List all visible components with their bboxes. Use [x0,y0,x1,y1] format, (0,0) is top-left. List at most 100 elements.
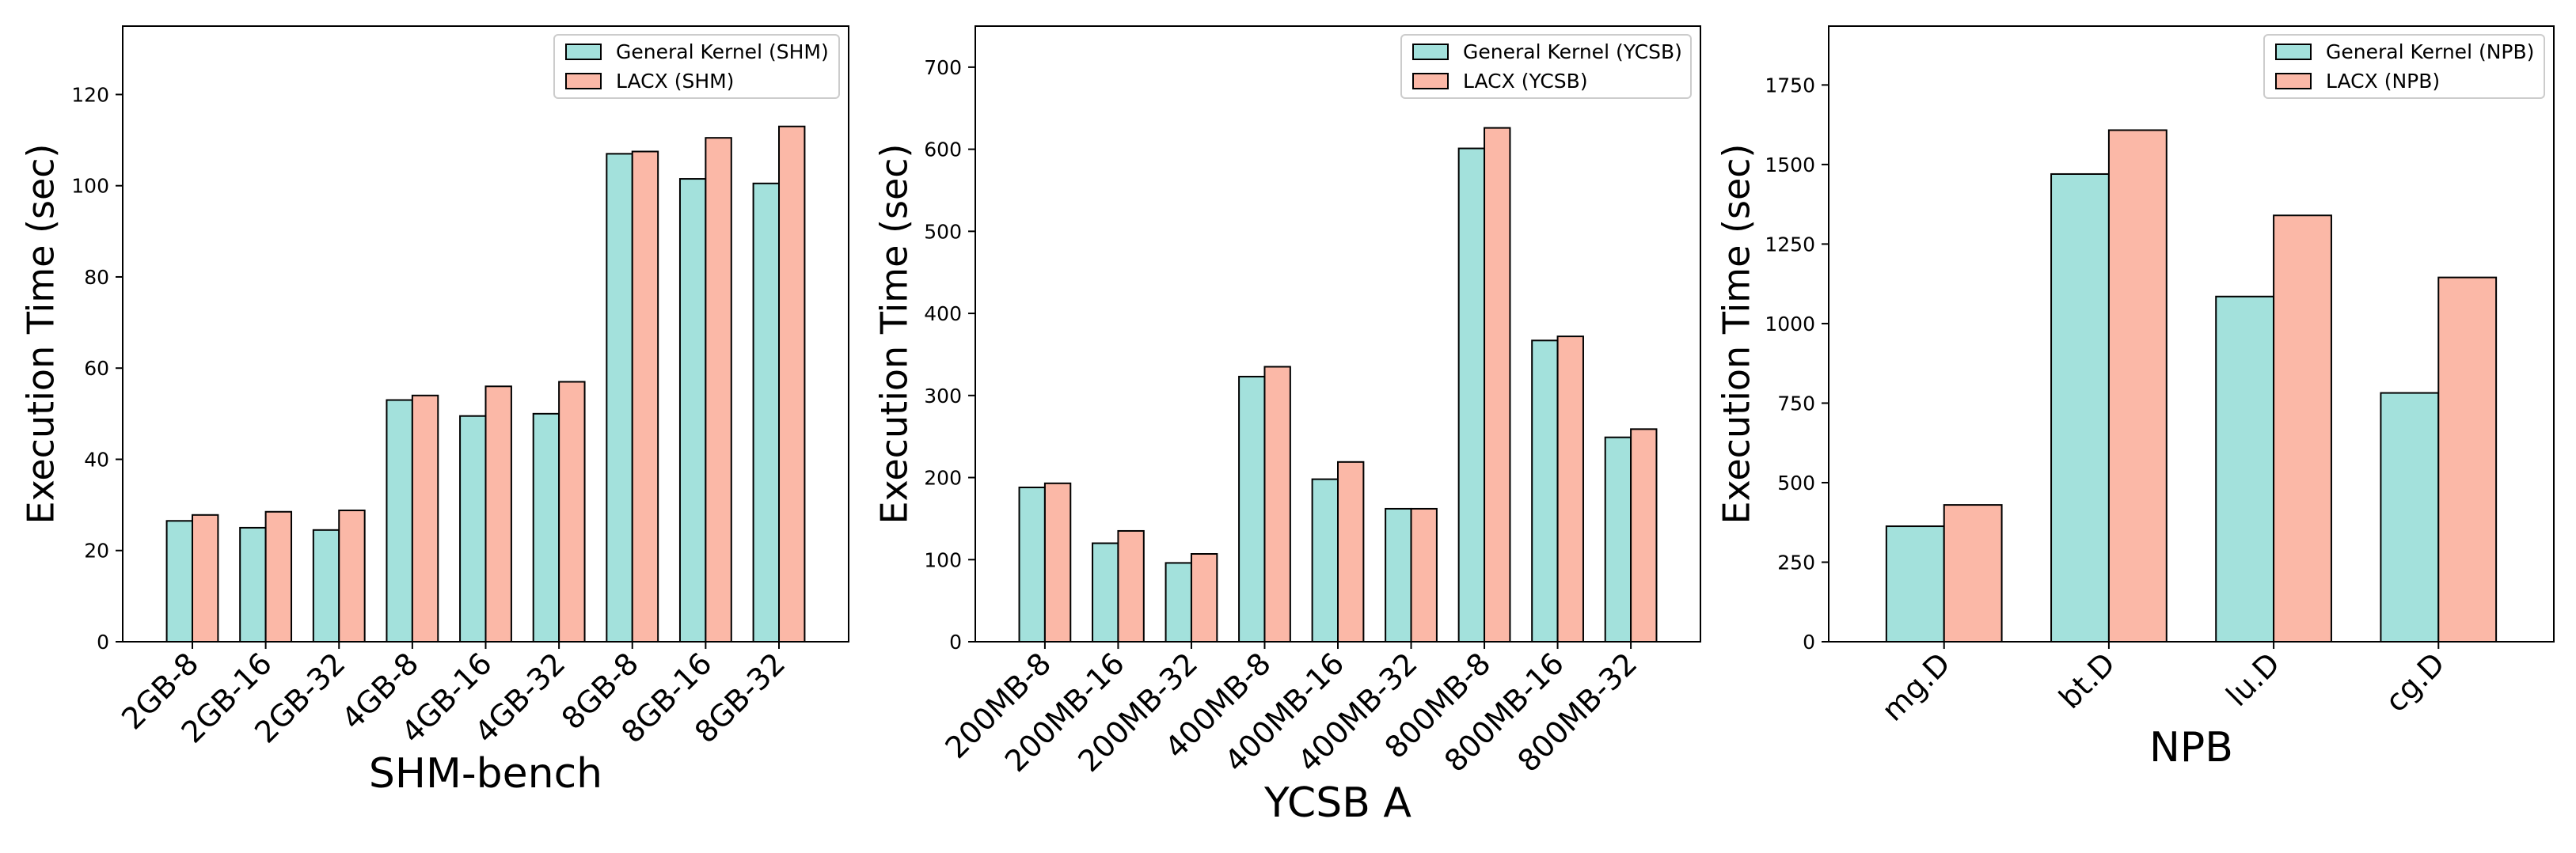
bar-lacx-200MB-8 [1043,482,1072,643]
x-tick-label: cg.D [2378,646,2451,718]
y-axis-label: Execution Time (sec) [1715,143,1758,524]
chart-panel-1: 0204060801001202GB-82GB-162GB-324GB-84GB… [20,25,849,798]
bar-general-8GB-8 [606,153,633,643]
bar-lacx-400MB-16 [1337,461,1365,643]
legend-label: General Kernel (SHM) [616,40,829,63]
bar-general-200MB-16 [1092,542,1119,643]
legend: General Kernel (YCSB) LACX (YCSB) [1400,34,1692,99]
bar-lacx-4GB-8 [411,394,439,643]
bar-lacx-800MB-32 [1630,428,1658,643]
bar-general-mg.D [1885,525,1945,643]
bar-lacx-2GB-16 [264,510,293,643]
bar-general-2GB-32 [312,529,340,643]
legend-box [2263,34,2545,99]
y-tick-label: 250 [1777,551,1815,574]
bar-general-4GB-16 [459,415,487,643]
bar-general-800MB-16 [1531,339,1559,643]
y-axis-label: Execution Time (sec) [873,143,916,524]
legend-swatch-lacx [1412,73,1449,89]
x-axis-label: YCSB A [1263,779,1411,827]
bar-lacx-4GB-32 [558,381,586,643]
x-tick-label: mg.D [1875,646,1958,728]
legend-swatch-lacx [2275,73,2312,89]
bar-general-400MB-8 [1238,375,1266,643]
y-tick-label: 700 [924,56,962,79]
bar-lacx-200MB-32 [1190,553,1218,643]
y-tick-label: 100 [924,548,962,571]
y-tick-label: 120 [71,83,109,106]
legend-label: General Kernel (YCSB) [1463,40,1682,63]
chart-panel-2: 0100200300400500600700200MB-8200MB-16200… [873,25,1701,827]
legend-swatch-lacx [565,73,602,89]
bar-lacx-bt.D [2107,129,2168,643]
y-tick-label: 200 [924,467,962,490]
y-tick-label: 0 [1803,631,1815,654]
y-axis-label: Execution Time (sec) [20,143,63,524]
y-tick-label: 1000 [1765,313,1815,336]
bar-general-lu.D [2215,295,2275,643]
bar-lacx-4GB-16 [484,385,512,643]
bar-general-4GB-8 [386,399,413,643]
bar-lacx-mg.D [1943,504,2003,643]
x-tick-label: bt.D [2052,646,2122,715]
y-tick-label: 0 [97,631,109,654]
legend-label: LACX (NPB) [2326,70,2440,93]
bar-lacx-200MB-16 [1117,529,1145,643]
bar-general-8GB-32 [752,182,781,643]
bar-general-400MB-16 [1311,478,1339,643]
bar-general-4GB-32 [532,412,560,643]
bar-general-200MB-32 [1165,562,1192,643]
y-tick-label: 60 [84,357,109,380]
bar-general-800MB-32 [1604,436,1632,643]
bar-lacx-800MB-16 [1556,336,1584,643]
legend-swatch-general [2275,44,2312,60]
y-tick-label: 1250 [1765,233,1815,256]
legend-box [1400,34,1692,99]
legend-box [553,34,840,99]
y-tick-label: 500 [1777,472,1815,495]
legend: General Kernel (NPB) LACX (NPB) [2263,34,2545,99]
y-tick-label: 100 [71,175,109,198]
bar-lacx-cg.D [2437,276,2498,643]
bar-general-2GB-16 [239,526,267,643]
chart-panel-3: 0 250 500 750 1000 1250 1500 1750 mg.D bt.D lu.D cg… [1715,25,2555,771]
bar-lacx-8GB-16 [705,137,732,643]
x-axis-label: SHM-bench [369,750,602,798]
y-tick-label: 750 [1777,392,1815,415]
bar-general-2GB-8 [165,520,193,643]
x-tick-label: lu.D [2220,646,2287,713]
bar-lacx-2GB-32 [338,510,366,643]
y-tick-label: 1750 [1765,74,1815,97]
y-tick-label: 500 [924,220,962,243]
y-tick-label: 400 [924,302,962,325]
bar-lacx-2GB-8 [191,514,219,643]
bar-general-200MB-8 [1018,486,1046,643]
bar-general-cg.D [2380,392,2440,643]
y-tick-label: 40 [84,448,109,471]
legend: General Kernel (SHM) LACX (SHM) [553,34,840,99]
bar-lacx-400MB-8 [1263,366,1291,643]
y-tick-label: 80 [84,266,109,289]
x-axis-label: NPB [2149,724,2233,771]
bar-lacx-8GB-8 [631,150,659,643]
y-tick-label: 1500 [1765,154,1815,176]
legend-swatch-general [1412,44,1449,60]
y-tick-label: 20 [84,540,109,563]
bar-lacx-lu.D [2273,214,2332,643]
legend-label: LACX (YCSB) [1463,70,1588,93]
bar-general-8GB-16 [678,178,707,643]
bar-lacx-400MB-32 [1410,507,1438,643]
legend-label: General Kernel (NPB) [2326,40,2534,63]
legend-label: LACX (SHM) [616,70,734,93]
bar-general-bt.D [2050,172,2110,643]
bar-lacx-800MB-8 [1484,127,1511,643]
bar-lacx-8GB-32 [778,125,806,643]
y-tick-label: 300 [924,385,962,408]
legend-swatch-general [565,44,602,60]
bar-general-400MB-32 [1385,507,1412,643]
plot-frame [1828,25,2555,643]
y-tick-label: 600 [924,138,962,161]
y-tick-label: 0 [949,631,962,654]
bar-general-800MB-8 [1457,147,1486,643]
